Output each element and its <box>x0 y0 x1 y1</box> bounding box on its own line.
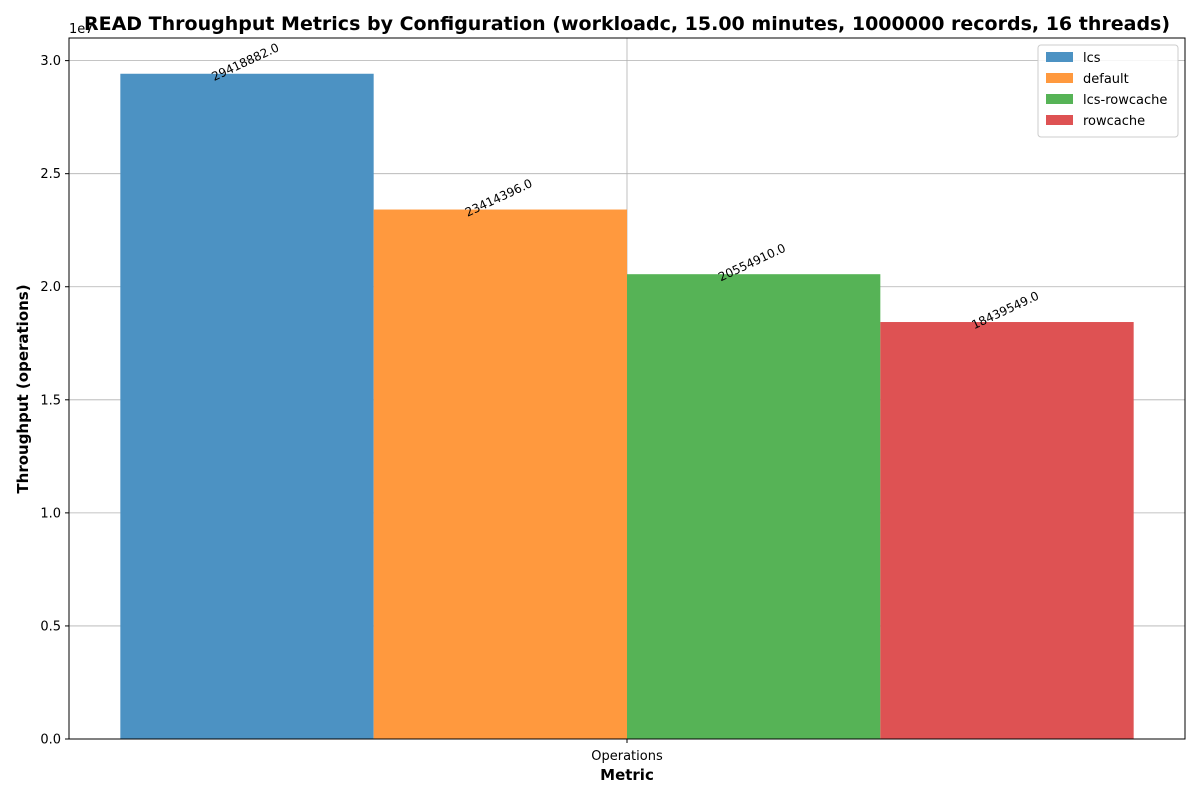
bar-lcs-rowcache <box>627 274 881 739</box>
legend-entry-rowcache: rowcache <box>1083 114 1145 129</box>
legend-swatch-lcs-rowcache <box>1046 94 1073 104</box>
legend-swatch-rowcache <box>1046 115 1073 125</box>
legend-entry-lcs: lcs <box>1083 51 1101 66</box>
y-tick-label: 2.5 <box>40 167 61 182</box>
y-tick-label: 1.0 <box>40 506 61 521</box>
y-tick-label: 3.0 <box>40 54 61 69</box>
bars <box>120 73 1134 740</box>
x-tick-label: Operations <box>591 749 663 764</box>
legend-entry-default: default <box>1083 72 1129 87</box>
y-tick-label: 1.5 <box>40 393 61 408</box>
axes: 0.0 0.5 1.0 1.5 2.0 2.5 3.0 Operations <box>40 37 1186 764</box>
y-tick-label: 0.0 <box>40 733 61 748</box>
legend-swatch-default <box>1046 73 1073 83</box>
bar-rowcache <box>880 322 1134 739</box>
x-axis-label: Metric <box>600 766 654 784</box>
legend-box <box>1037 44 1179 138</box>
bar-lcs <box>120 73 374 740</box>
chart-title: READ Throughput Metrics by Configuration… <box>84 13 1170 35</box>
bar-default <box>373 209 627 739</box>
legend-entry-lcs-rowcache: lcs-rowcache <box>1083 93 1167 108</box>
legend-swatch-lcs <box>1046 52 1073 62</box>
y-axis-scale-label: 1e7 <box>69 22 94 37</box>
y-tick-label: 0.5 <box>40 619 61 634</box>
legend: lcs default lcs-rowcache rowcache <box>1037 44 1179 138</box>
y-tick-label: 2.0 <box>40 280 61 295</box>
y-axis-label: Throughput (operations) <box>14 284 32 493</box>
plot-frame <box>68 37 1186 740</box>
